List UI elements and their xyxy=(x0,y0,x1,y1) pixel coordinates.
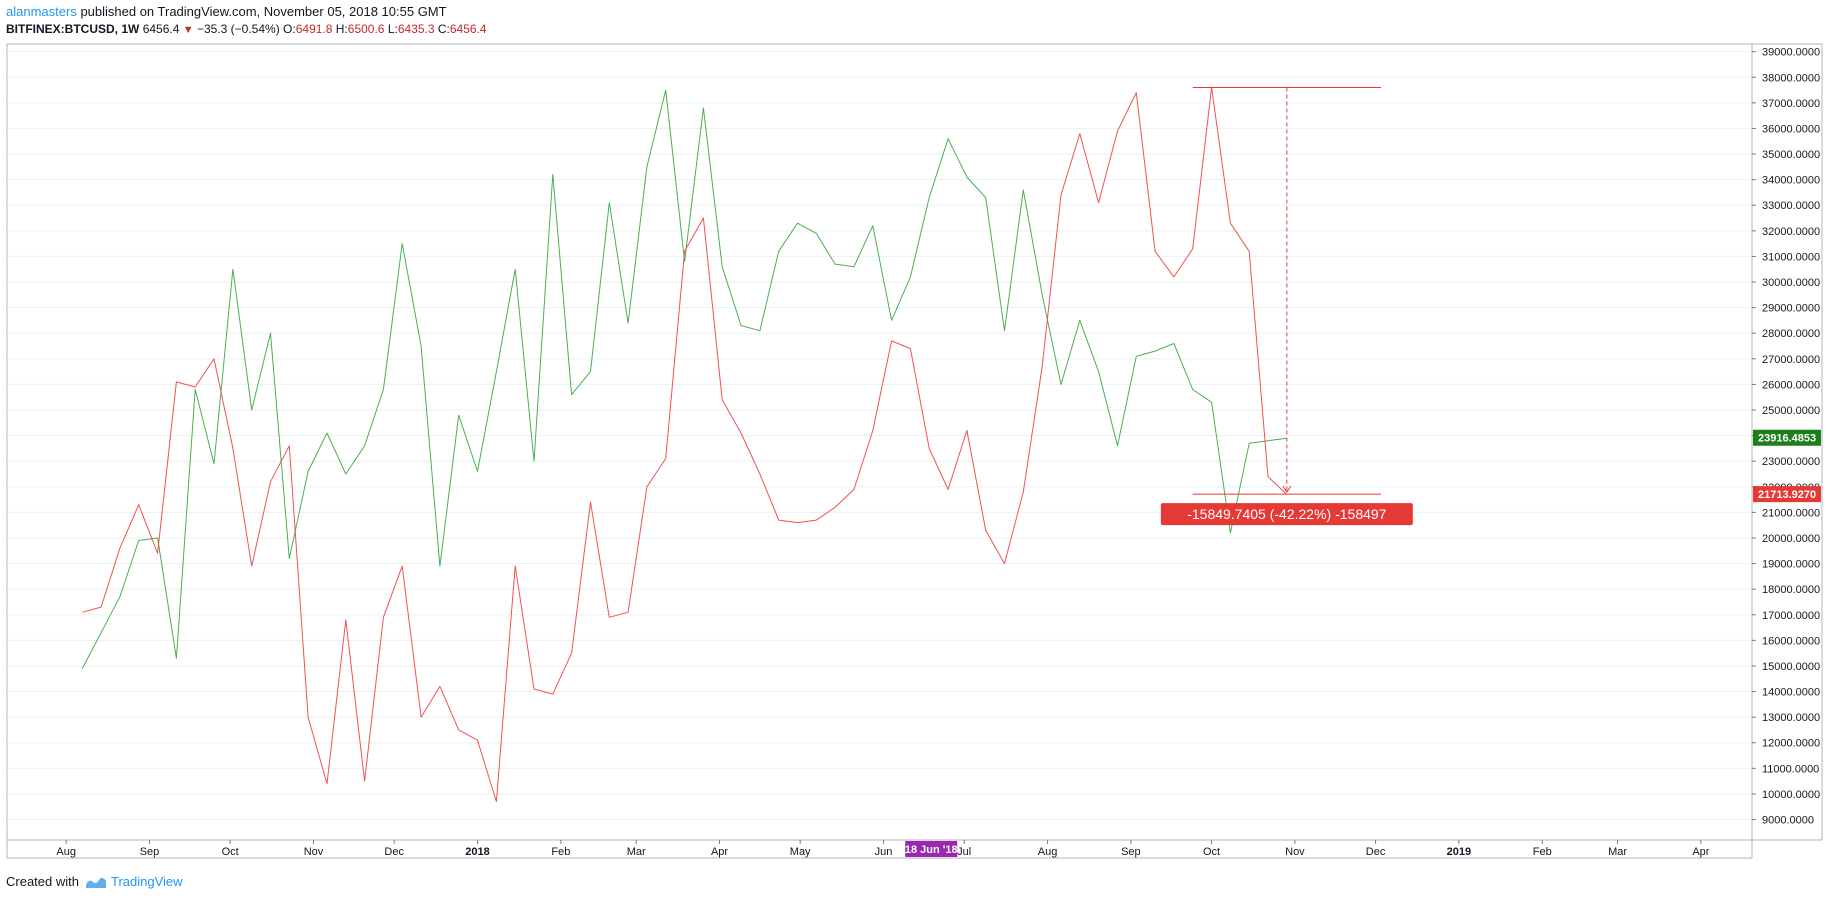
tradingview-brand-link[interactable]: TradingView xyxy=(110,874,183,889)
x-tick-label: 2019 xyxy=(1447,846,1471,858)
x-tick-label: Dec xyxy=(384,846,404,858)
y-tick-label: 13000.0000 xyxy=(1762,712,1820,724)
ohlc-line: BITFINEX:BTCUSD, 1W 6456.4 ▼ −35.3 (−0.5… xyxy=(6,22,487,36)
y-tick-label: 35000.0000 xyxy=(1762,149,1820,161)
x-tick-label: Feb xyxy=(1533,846,1552,858)
x-tick-label: May xyxy=(790,846,811,858)
green-price-badge-label: 23916.4853 xyxy=(1758,433,1816,445)
author-link[interactable]: alanmasters xyxy=(6,4,77,19)
x-tick-label: Mar xyxy=(627,846,646,858)
x-tick-label: Sep xyxy=(1121,846,1141,858)
red-price-badge xyxy=(1753,486,1821,503)
y-tick-label: 18000.0000 xyxy=(1762,584,1820,596)
measure-label-box xyxy=(1160,503,1413,526)
y-tick-label: 10000.0000 xyxy=(1762,789,1820,801)
y-tick-label: 39000.0000 xyxy=(1762,47,1820,59)
close-value: 6456.4 xyxy=(449,22,487,36)
x-tick-label: Apr xyxy=(711,846,728,858)
time-axis-frame xyxy=(6,839,1753,859)
y-tick-label: 12000.0000 xyxy=(1762,738,1820,750)
footer: Created with TradingView xyxy=(6,874,183,889)
last-price: 6456.4 xyxy=(142,22,180,36)
highlight-date-badge xyxy=(905,841,958,857)
x-tick-label: Nov xyxy=(304,846,324,858)
low-value: 6435.3 xyxy=(397,22,435,36)
high-value: 6500.6 xyxy=(347,22,385,36)
x-tick-label: Oct xyxy=(1203,846,1220,858)
x-tick-label: Jul xyxy=(957,846,971,858)
y-tick-label: 25000.0000 xyxy=(1762,405,1820,417)
y-tick-label: 34000.0000 xyxy=(1762,175,1820,187)
price-axis-frame xyxy=(1751,43,1823,841)
created-with-text: Created with xyxy=(6,874,79,889)
highlight-date-label: 18 Jun '18 xyxy=(905,844,958,856)
red-series-line xyxy=(82,87,1288,803)
y-tick-label: 17000.0000 xyxy=(1762,610,1820,622)
down-arrow-icon: ▼ xyxy=(182,24,194,36)
low-label: L: xyxy=(387,22,398,36)
x-tick-label: Aug xyxy=(56,846,76,858)
y-tick-label: 33000.0000 xyxy=(1762,200,1820,212)
measure-label: -15849.7405 (-42.22%) -158497 xyxy=(1187,506,1386,522)
x-tick-label: Aug xyxy=(1038,846,1058,858)
y-tick-label: 32000.0000 xyxy=(1762,226,1820,238)
high-label: H: xyxy=(335,22,348,36)
chart-grid xyxy=(6,43,1753,841)
x-tick-label: Sep xyxy=(140,846,160,858)
tradingview-logo-icon[interactable] xyxy=(85,875,107,889)
x-tick-label: Mar xyxy=(1608,846,1627,858)
y-tick-label: 11000.0000 xyxy=(1762,763,1819,775)
symbol-label: BITFINEX:BTCUSD, 1W xyxy=(6,22,140,36)
open-label: O: xyxy=(283,22,296,36)
time-axis[interactable]: Aug Sep Oct Nov Dec 2018 Feb Mar Apr May Jun Jul Aug… xyxy=(6,839,1753,859)
y-tick-label: 27000.0000 xyxy=(1762,354,1820,366)
x-tick-label: Jun xyxy=(875,846,893,858)
published-text: published on TradingView.com, November 0… xyxy=(80,4,447,19)
y-tick-label: 14000.0000 xyxy=(1762,687,1820,699)
y-tick-label: 30000.0000 xyxy=(1762,277,1820,289)
y-tick-label: 21000.0000 xyxy=(1762,507,1820,519)
measure-tool[interactable]: -15849.7405 (-42.22%) -158497 xyxy=(1160,87,1413,526)
x-tick-label: Nov xyxy=(1285,846,1305,858)
y-tick-label: 23000.0000 xyxy=(1762,456,1820,468)
x-tick-label: Oct xyxy=(222,846,239,858)
plot-frame xyxy=(6,43,1753,841)
y-tick-label: 38000.0000 xyxy=(1762,72,1820,84)
y-tick-label: 19000.0000 xyxy=(1762,559,1820,571)
price-badges: 23916.4853 21713.9270 xyxy=(1753,429,1821,503)
green-price-badge xyxy=(1753,429,1821,446)
y-tick-label: 29000.0000 xyxy=(1762,303,1820,315)
open-value: 6491.8 xyxy=(295,22,333,36)
y-tick-label: 20000.0000 xyxy=(1762,533,1820,545)
price-change: −35.3 (−0.54%) xyxy=(196,22,280,36)
y-tick-label: 36000.0000 xyxy=(1762,123,1820,135)
red-price-badge-label: 21713.9270 xyxy=(1758,489,1816,501)
y-tick-label: 28000.0000 xyxy=(1762,328,1820,340)
y-tick-label: 9000.0000 xyxy=(1762,815,1814,827)
chart-series xyxy=(81,87,1288,803)
measure-arrow-icon xyxy=(1282,485,1292,494)
green-series-line xyxy=(81,89,1287,669)
y-tick-label: 37000.0000 xyxy=(1762,98,1820,110)
x-tick-label: Dec xyxy=(1366,846,1386,858)
x-tick-label: Apr xyxy=(1692,846,1709,858)
publish-line: alanmasters published on TradingView.com… xyxy=(6,4,447,19)
y-tick-label: 16000.0000 xyxy=(1762,635,1820,647)
close-label: C: xyxy=(437,22,450,36)
x-tick-label: 2018 xyxy=(465,846,489,858)
y-tick-label: 26000.0000 xyxy=(1762,379,1820,391)
y-tick-label: 31000.0000 xyxy=(1762,251,1820,263)
y-tick-label: 15000.0000 xyxy=(1762,661,1820,673)
x-tick-label: Feb xyxy=(551,846,570,858)
